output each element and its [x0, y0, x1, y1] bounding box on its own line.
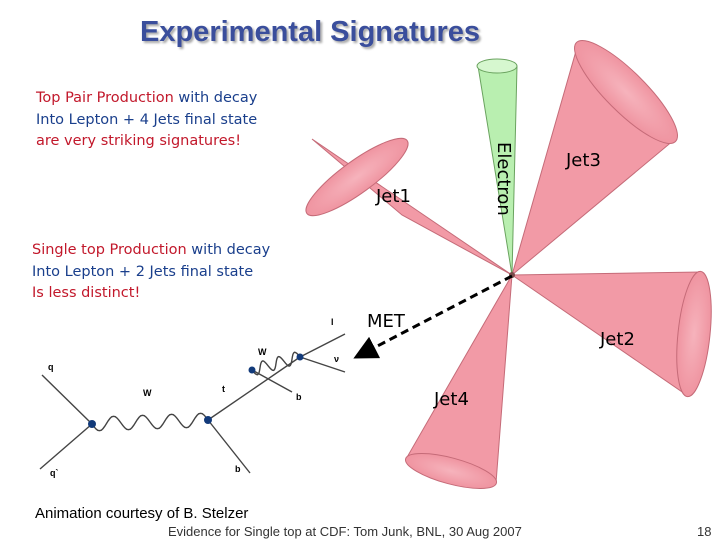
electron-track: [476, 58, 518, 276]
label-w1: W: [143, 388, 152, 398]
electron-label: Electron: [493, 142, 514, 216]
vertex-w-decay: [248, 366, 256, 374]
single-top-line3: Is less distinct!: [32, 285, 141, 301]
top-pair-line2: Into Lepton + 4 Jets final state: [36, 111, 258, 128]
jet4-label: Jet4: [433, 389, 469, 410]
top-pair-text: Top Pair Production with decay Into Lept…: [36, 88, 257, 153]
jet3-label: Jet3: [565, 150, 601, 171]
jet4-cone: [404, 274, 513, 489]
met-label: MET: [367, 311, 406, 332]
jet3-cone: [511, 40, 678, 277]
animation-credit: Animation courtesy of B. Stelzer: [35, 505, 249, 522]
label-t: t: [222, 384, 225, 394]
page-number: 18: [697, 524, 712, 539]
footer-text: Evidence for Single top at CDF: Tom Junk…: [168, 524, 522, 539]
event-display: Jet1 Jet2 Jet3 Jet4 MET Electron: [305, 40, 712, 489]
top-pair-line1-rest: with decay: [173, 90, 258, 106]
single-top-line1-rest: with decay: [186, 242, 271, 258]
single-top-highlight: Single top Production: [32, 242, 187, 258]
slide-title: Experimental Signatures: [140, 16, 481, 48]
top-line: [207, 356, 301, 421]
feynman-diagram: [39, 333, 346, 474]
met-arrow: [353, 274, 513, 359]
feynman-vertices: [88, 353, 304, 428]
single-top-text: Single top Production with decay Into Le…: [32, 240, 270, 305]
label-w2: W: [258, 347, 267, 357]
neutrino-line: [299, 356, 346, 373]
label-b2: b: [235, 464, 241, 474]
feynman-labels: q q` W W t b b l ν: [48, 317, 339, 478]
label-lepton: l: [331, 317, 334, 327]
label-q: q: [48, 362, 54, 372]
label-b1: b: [296, 392, 302, 402]
jet1-label: Jet1: [375, 186, 411, 207]
b-line-upper: [251, 369, 293, 393]
jet1-cone: [305, 137, 513, 276]
lepton-line: [299, 333, 346, 358]
top-pair-highlight: Top Pair Production: [36, 90, 174, 106]
w-boson-1: [91, 412, 209, 432]
label-neutrino: ν: [334, 354, 339, 364]
label-qbar: q`: [50, 468, 59, 478]
jet2-cone: [510, 270, 712, 398]
single-top-line2: Into Lepton + 2 Jets final state: [32, 263, 254, 280]
vertex-top-decay: [204, 416, 212, 424]
jet2-label: Jet2: [599, 329, 635, 350]
w-boson-2: [251, 351, 301, 376]
vertex-lepton: [296, 353, 304, 361]
quark-line-q: [41, 374, 93, 425]
top-pair-line3: are very striking signatures!: [36, 133, 242, 149]
quark-line-qbar: [39, 423, 93, 470]
vertex-production: [88, 420, 96, 428]
b-line-lower: [207, 419, 251, 474]
